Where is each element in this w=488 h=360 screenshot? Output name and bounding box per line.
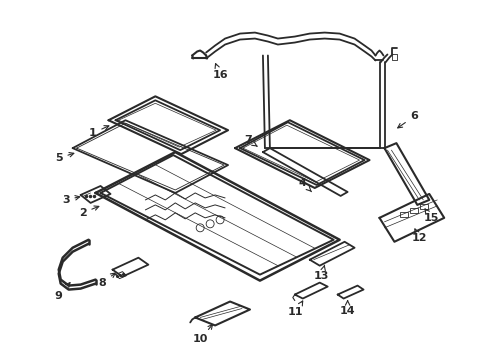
Text: 14: 14	[339, 301, 355, 316]
Text: 1: 1	[88, 126, 109, 138]
Text: 8: 8	[99, 273, 115, 288]
Text: 3: 3	[62, 195, 80, 205]
Text: 16: 16	[212, 64, 227, 80]
Text: 15: 15	[423, 209, 438, 223]
Text: 11: 11	[287, 301, 303, 318]
Bar	[400, 212, 407, 217]
Text: 12: 12	[411, 229, 426, 243]
Text: 7: 7	[244, 135, 257, 146]
Text: 6: 6	[397, 111, 417, 128]
Text: 13: 13	[313, 265, 329, 281]
Bar	[420, 204, 427, 209]
Text: 2: 2	[79, 206, 99, 218]
Text: 9: 9	[55, 283, 70, 301]
Text: 4: 4	[298, 178, 311, 192]
Text: 10: 10	[192, 324, 212, 345]
Text: 5: 5	[55, 153, 74, 163]
Bar	[409, 208, 417, 213]
